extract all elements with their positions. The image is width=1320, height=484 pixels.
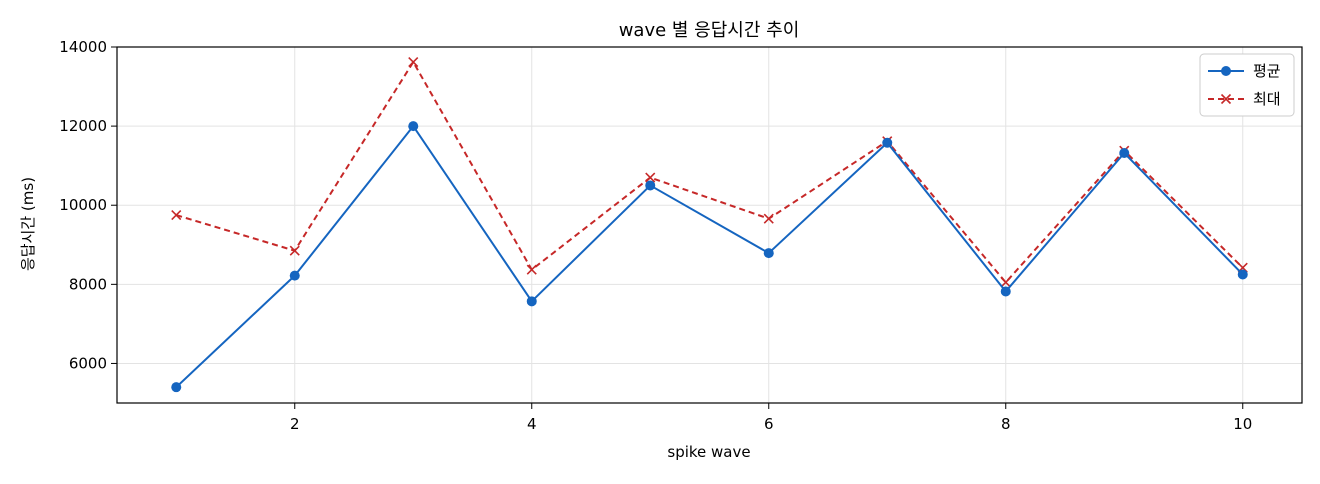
legend-label-max: 최대 [1253, 90, 1281, 108]
y-axis-label: 응답시간 (ms) [19, 177, 37, 271]
x-marker-stroke [763, 213, 774, 224]
data-point-max [526, 264, 537, 275]
data-point-max [171, 210, 182, 221]
x-tick-label: 4 [527, 415, 537, 433]
data-point-max [1000, 277, 1011, 288]
data-point-avg [882, 137, 893, 148]
data-point-max [645, 172, 656, 183]
data-point-avg [526, 296, 537, 307]
chart-title: wave 별 응답시간 추이 [619, 20, 800, 41]
plot-frame [116, 46, 1303, 404]
y-tick-label: 6000 [69, 354, 107, 372]
x-marker-stroke [526, 264, 537, 275]
x-marker-stroke [171, 210, 182, 221]
x-marker-stroke [1000, 277, 1011, 288]
x-marker-stroke [408, 56, 419, 68]
data-point-avg [763, 248, 774, 259]
data-point-max [763, 213, 774, 224]
legend-marker-max [1220, 93, 1232, 105]
x-tick-label: 10 [1233, 415, 1252, 433]
y-tick-label: 8000 [69, 275, 107, 293]
legend-label-avg: 평균 [1253, 62, 1281, 80]
x-tick-label: 6 [764, 415, 774, 433]
y-tick-label: 10000 [59, 196, 107, 214]
x-marker-stroke [1220, 93, 1232, 105]
axis-ticks: 2 4 6 8 10 6000 8000 10000 12000 14000 [59, 38, 1252, 433]
data-point-avg [1237, 269, 1248, 280]
data-point-avg [289, 270, 300, 281]
data-point-avg [1000, 286, 1011, 297]
data-point-avg [171, 382, 182, 393]
series-line-avg [175, 125, 1244, 388]
data-point-avg [1119, 148, 1130, 159]
data-point-avg [645, 180, 656, 191]
legend-marker-avg [1221, 66, 1231, 76]
data-point-avg [408, 121, 419, 132]
x-tick-label: 8 [1001, 415, 1011, 433]
data-point-max [289, 245, 300, 256]
data-point-max [408, 56, 419, 68]
series-line-max [175, 61, 1244, 284]
x-marker-stroke [645, 172, 656, 183]
y-tick-label: 12000 [59, 117, 107, 135]
grid [117, 46, 1302, 403]
x-marker-stroke [289, 245, 300, 256]
series-layer [171, 56, 1248, 393]
x-tick-label: 2 [290, 415, 300, 433]
y-tick-label: 14000 [59, 38, 107, 56]
x-axis-label: spike wave [667, 443, 750, 461]
